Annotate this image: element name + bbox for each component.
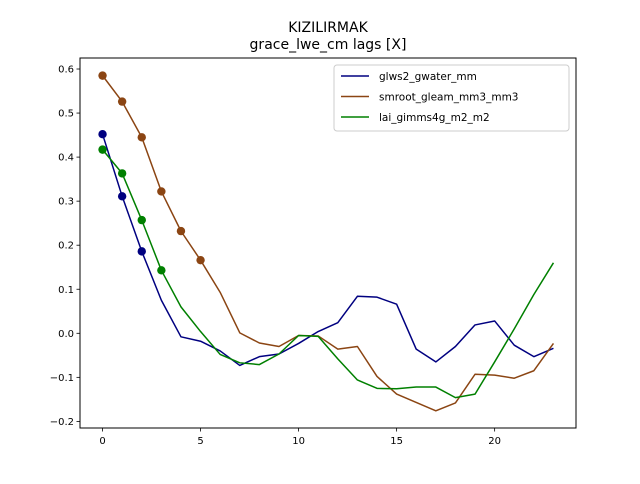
plot-area: 0 5 10 15 20 −0.2 −0.1 0.0 0.1 0.2 0.3 0.4 0.5 0.6 [50,65,555,447]
series-line-lai_gimms4g_m2_m2 [101,149,555,399]
legend-label: glws2_gwater_mm [379,71,477,83]
x-tick-label: 0 [99,436,105,447]
y-tick-label: −0.2 [50,417,74,428]
data-point-smroot_gleam_mm3_mm3 [157,187,166,196]
data-point-smroot_gleam_mm3_mm3 [196,255,205,265]
data-point-glws2_gwater_mm [137,247,146,256]
data-point-glws2_gwater_mm [117,192,127,201]
legend-label: smroot_gleam_mm3_mm3 [379,92,518,104]
legend: glws2_gwater_mm smroot_gleam_mm3_mm3 lai_g… [333,64,570,132]
y-tick-label: 0.3 [58,197,74,208]
x-tick-label: 20 [488,436,501,447]
data-point-lai_gimms4g_m2_m2 [157,266,166,275]
data-point-smroot_gleam_mm3_mm3 [137,133,146,142]
series-line-smroot_gleam_mm3_mm3 [101,75,555,412]
chart-subtitle: grace_lwe_cm lags [X] [250,37,407,53]
data-point-lai_gimms4g_m2_m2 [117,169,127,178]
x-tick-label: 10 [292,436,305,447]
data-point-smroot_gleam_mm3_mm3 [176,226,186,236]
y-tick-label: 0.5 [58,109,74,120]
data-point-smroot_gleam_mm3_mm3 [98,71,107,80]
y-tick-label: 0.6 [58,65,74,76]
chart-title: KIZILIRMAK [288,20,368,36]
axes-frame [79,57,577,429]
data-point-glws2_gwater_mm [98,130,107,139]
data-point-lai_gimms4g_m2_m2 [98,145,107,154]
y-tick-label: 0.1 [58,285,74,296]
x-tick-label: 15 [390,436,403,447]
legend-box [333,64,570,132]
data-point-smroot_gleam_mm3_mm3 [117,97,127,106]
y-tick-label: −0.1 [50,373,74,384]
legend-label: lai_gimms4g_m2_m2 [379,112,490,124]
x-tick-label: 5 [197,436,203,447]
series-line-glws2_gwater_mm [101,133,554,367]
y-tick-label: 0.2 [58,241,74,252]
y-tick-label: 0.0 [58,329,74,340]
y-tick-label: 0.4 [58,153,74,164]
data-point-lai_gimms4g_m2_m2 [137,215,146,225]
